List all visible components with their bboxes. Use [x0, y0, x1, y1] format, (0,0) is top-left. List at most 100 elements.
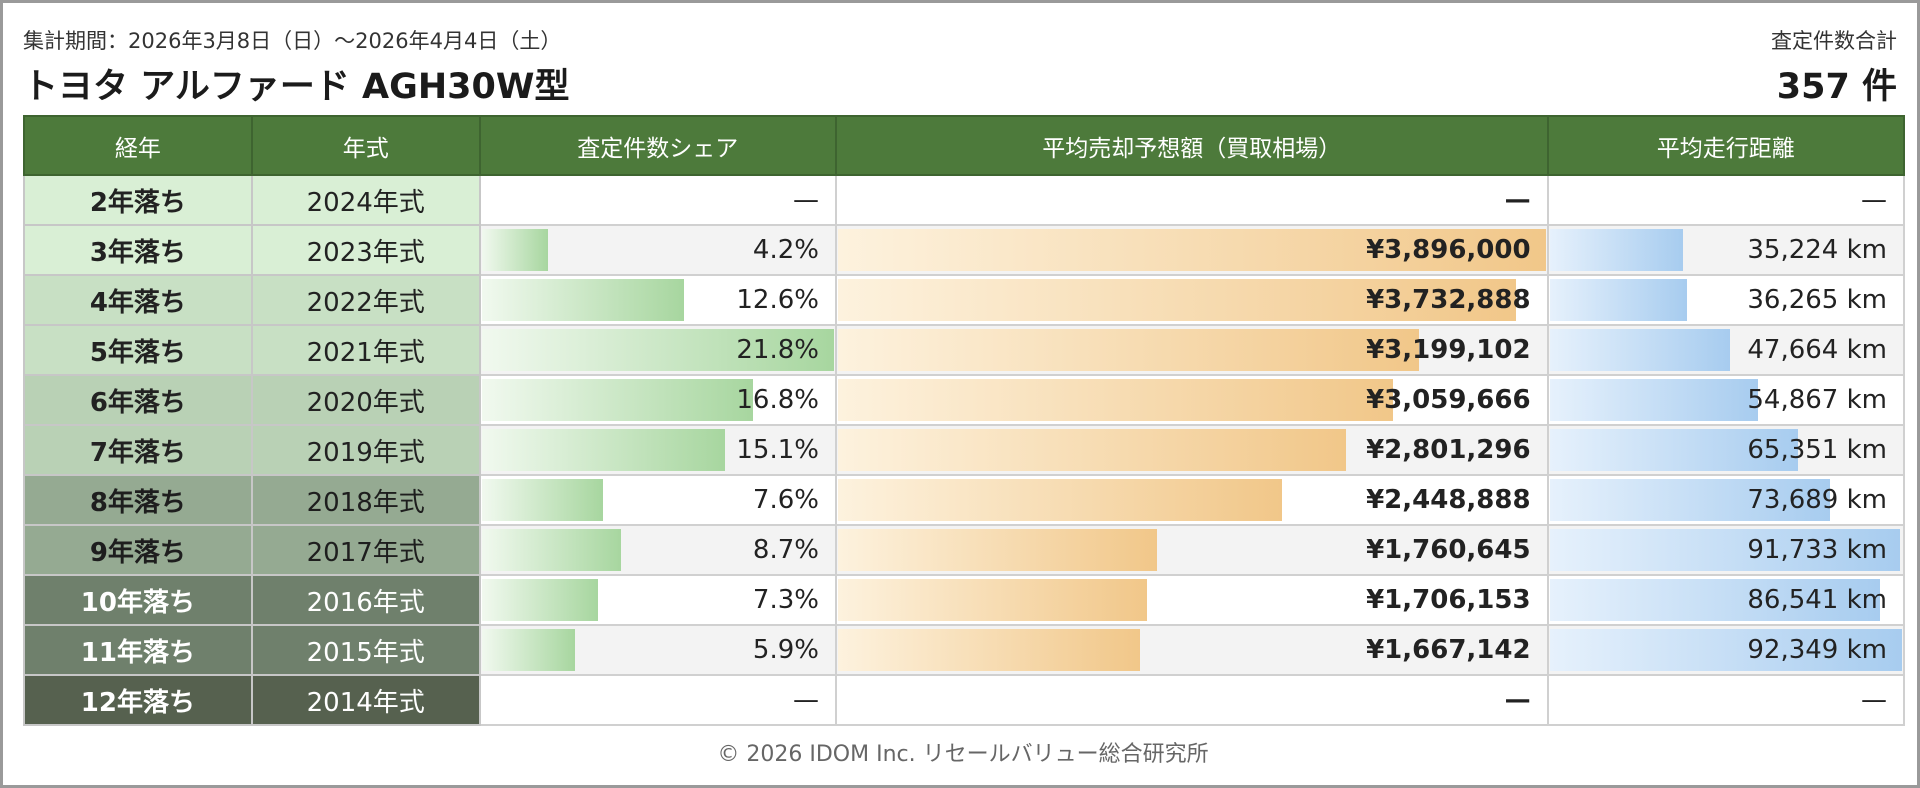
row-mileage-cell: 86,541 km — [1546, 574, 1906, 626]
price-bar — [837, 279, 1516, 321]
row-mileage-cell: 54,867 km — [1546, 374, 1906, 426]
row-mileage-cell: — — [1546, 674, 1906, 726]
row-share-cell: 7.6% — [478, 474, 837, 526]
row-share-cell: — — [478, 174, 837, 226]
share-bar — [481, 329, 834, 371]
share-bar — [481, 429, 726, 471]
share-value: 8.7% — [752, 535, 819, 565]
copyright-footer: © 2026 IDOM Inc. リセールバリュー総合研究所 — [717, 742, 1209, 767]
table-row: 7年落ち 2019年式 15.1% ¥2,801,296 65,351 km — [23, 424, 1906, 476]
mileage-value: 36,265 km — [1747, 285, 1887, 315]
column-header-avg-mileage: 平均走行距離 — [1546, 115, 1906, 176]
share-bar — [481, 379, 753, 421]
row-model-year-cell: 2023年式 — [250, 224, 481, 276]
share-bar — [481, 629, 576, 671]
row-model-year-cell: 2020年式 — [250, 374, 481, 426]
table-header-row: 経年 年式 査定件数シェア 平均売却予想額（買取相場） 平均走行距離 — [23, 115, 1906, 176]
table-row: 4年落ち 2022年式 12.6% ¥3,732,888 36,265 km — [23, 274, 1906, 326]
mileage-value: 91,733 km — [1747, 535, 1887, 565]
mileage-bar — [1549, 529, 1900, 571]
resale-table: 経年 年式 査定件数シェア 平均売却予想額（買取相場） 平均走行距離 2年落ち 2… — [23, 115, 1906, 726]
mileage-bar — [1549, 579, 1880, 621]
share-bar — [481, 229, 548, 271]
column-header-avg-price: 平均売却予想額（買取相場） — [834, 115, 1549, 176]
row-model-year-cell: 2021年式 — [250, 324, 481, 376]
price-value: ¥1,706,153 — [1366, 585, 1531, 615]
row-mileage-cell: — — [1546, 174, 1906, 226]
column-header-model-year: 年式 — [250, 115, 481, 176]
row-model-year-cell: 2014年式 — [250, 674, 481, 726]
row-price-cell: ¥1,760,645 — [834, 524, 1549, 576]
row-share-cell: 4.2% — [478, 224, 837, 276]
row-share-cell: — — [478, 674, 837, 726]
table-body: 2年落ち 2024年式 — — — 3年落ち 2023年式 4.2% ¥3,896,000 35,… — [23, 174, 1906, 726]
row-model-year-cell: 2016年式 — [250, 574, 481, 626]
row-price-cell: ¥2,448,888 — [834, 474, 1549, 526]
row-price-cell: ¥3,896,000 — [834, 224, 1549, 276]
row-age-cell: 2年落ち — [23, 174, 253, 226]
mileage-value: 92,349 km — [1747, 635, 1887, 665]
price-bar — [837, 329, 1419, 371]
column-header-share: 査定件数シェア — [478, 115, 837, 176]
row-age-cell: 9年落ち — [23, 524, 253, 576]
row-share-cell: 12.6% — [478, 274, 837, 326]
row-mileage-cell: 65,351 km — [1546, 424, 1906, 476]
row-age-cell: 10年落ち — [23, 574, 253, 626]
row-model-year-cell: 2015年式 — [250, 624, 481, 676]
table-row: 3年落ち 2023年式 4.2% ¥3,896,000 35,224 km — [23, 224, 1906, 276]
column-header-age: 経年 — [23, 115, 253, 176]
price-value: — — [1504, 185, 1531, 215]
share-bar — [481, 279, 685, 321]
mileage-value: — — [1861, 185, 1887, 215]
mileage-bar — [1549, 479, 1831, 521]
table-row: 11年落ち 2015年式 5.9% ¥1,667,142 92,349 km — [23, 624, 1906, 676]
price-bar — [837, 429, 1347, 471]
share-value: — — [792, 685, 819, 715]
row-price-cell: ¥2,801,296 — [834, 424, 1549, 476]
row-model-year-cell: 2017年式 — [250, 524, 481, 576]
share-value: — — [792, 185, 819, 215]
mileage-bar — [1549, 229, 1683, 271]
row-mileage-cell: 35,224 km — [1546, 224, 1906, 276]
price-bar — [837, 629, 1140, 671]
share-value: 15.1% — [736, 435, 819, 465]
page-title: トヨタ アルファード AGH30W型 — [23, 67, 570, 107]
share-bar — [481, 579, 599, 621]
row-mileage-cell: 36,265 km — [1546, 274, 1906, 326]
row-price-cell: ¥3,199,102 — [834, 324, 1549, 376]
row-share-cell: 5.9% — [478, 624, 837, 676]
mileage-value: — — [1861, 685, 1887, 715]
row-age-cell: 11年落ち — [23, 624, 253, 676]
price-bar — [837, 229, 1546, 271]
table-row: 6年落ち 2020年式 16.8% ¥3,059,666 54,867 km — [23, 374, 1906, 426]
price-bar — [837, 529, 1157, 571]
price-bar — [837, 479, 1283, 521]
row-share-cell: 21.8% — [478, 324, 837, 376]
total-count-label: 査定件数合計 — [1771, 29, 1897, 53]
mileage-value: 54,867 km — [1747, 385, 1887, 415]
table-row: 9年落ち 2017年式 8.7% ¥1,760,645 91,733 km — [23, 524, 1906, 576]
price-value: ¥3,732,888 — [1366, 285, 1531, 315]
mileage-bar — [1549, 379, 1759, 421]
row-price-cell: — — [834, 174, 1549, 226]
row-share-cell: 15.1% — [478, 424, 837, 476]
price-value: ¥1,760,645 — [1366, 535, 1531, 565]
mileage-bar — [1549, 429, 1799, 471]
mileage-value: 86,541 km — [1747, 585, 1887, 615]
row-age-cell: 12年落ち — [23, 674, 253, 726]
price-value: ¥2,801,296 — [1366, 435, 1531, 465]
table-row: 10年落ち 2016年式 7.3% ¥1,706,153 86,541 km — [23, 574, 1906, 626]
row-share-cell: 7.3% — [478, 574, 837, 626]
row-age-cell: 4年落ち — [23, 274, 253, 326]
row-model-year-cell: 2022年式 — [250, 274, 481, 326]
row-mileage-cell: 92,349 km — [1546, 624, 1906, 676]
price-bar — [837, 379, 1394, 421]
row-share-cell: 8.7% — [478, 524, 837, 576]
table-row: 12年落ち 2014年式 — — — — [23, 674, 1906, 726]
mileage-value: 65,351 km — [1747, 435, 1887, 465]
row-price-cell: ¥3,732,888 — [834, 274, 1549, 326]
row-mileage-cell: 73,689 km — [1546, 474, 1906, 526]
row-price-cell: ¥1,667,142 — [834, 624, 1549, 676]
share-value: 5.9% — [752, 635, 819, 665]
price-value: ¥3,059,666 — [1366, 385, 1531, 415]
